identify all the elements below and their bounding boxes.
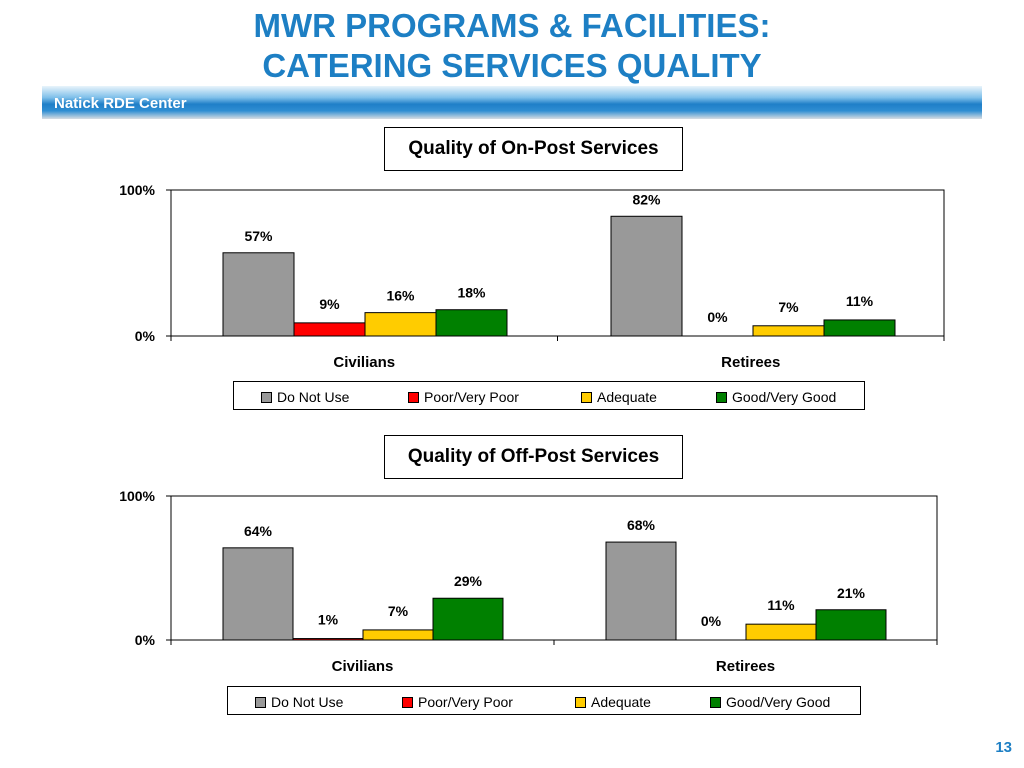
legend-item-poor: Poor/Very Poor xyxy=(408,389,519,405)
category-label: Retirees xyxy=(721,354,780,371)
banner-text: Natick RDE Center xyxy=(54,95,187,112)
bar-value-label: 82% xyxy=(632,191,661,207)
legend-item-adequate: Adequate xyxy=(575,694,651,710)
bar-value-label: 57% xyxy=(244,228,273,244)
bar-good xyxy=(435,309,508,337)
bar-value-label: 0% xyxy=(701,613,722,629)
y-tick-label: 0% xyxy=(135,328,156,344)
legend-label: Adequate xyxy=(597,389,657,405)
legend-swatch-adequate xyxy=(575,697,586,708)
bar-value-label: 68% xyxy=(627,517,656,533)
legend-swatch-do-not-use xyxy=(255,697,266,708)
bar-value-label: 11% xyxy=(767,597,795,613)
legend-item-do-not-use: Do Not Use xyxy=(261,389,349,405)
slide-title-line-1: MWR PROGRAMS & FACILITIES: xyxy=(253,7,771,44)
legend-item-adequate: Adequate xyxy=(581,389,657,405)
legend-label: Poor/Very Poor xyxy=(424,389,519,405)
bar-do-not-use xyxy=(605,541,677,641)
bar-value-label: 11% xyxy=(846,293,874,309)
bar-value-label: 7% xyxy=(388,603,409,619)
legend-item-good: Good/Very Good xyxy=(710,694,830,710)
bar-do-not-use xyxy=(222,547,294,641)
slide-title-line-2: CATERING SERVICES QUALITY xyxy=(262,47,762,84)
page-number: 13 xyxy=(995,739,1012,756)
legend-label: Do Not Use xyxy=(271,694,344,710)
legend-swatch-good xyxy=(716,392,727,403)
legend-label: Adequate xyxy=(591,694,651,710)
y-tick-label: 100% xyxy=(119,488,155,504)
category-label: Retirees xyxy=(716,658,775,675)
legend-item-poor: Poor/Very Poor xyxy=(402,694,513,710)
bar-value-label: 7% xyxy=(778,299,799,315)
legend-label: Poor/Very Poor xyxy=(418,694,513,710)
y-tick-label: 0% xyxy=(135,632,156,648)
bar-value-label: 18% xyxy=(457,285,486,301)
legend-swatch-do-not-use xyxy=(261,392,272,403)
chart-title-on-post: Quality of On-Post Services xyxy=(384,127,683,171)
legend-on-post: Do Not Use Poor/Very Poor Adequate Good/… xyxy=(233,381,865,410)
y-tick-label: 100% xyxy=(119,182,155,198)
legend-label: Good/Very Good xyxy=(726,694,831,710)
bar-value-label: 64% xyxy=(244,523,273,539)
bar-value-label: 9% xyxy=(319,296,340,312)
bar-adequate xyxy=(362,629,434,641)
bar-poor xyxy=(292,638,364,641)
bar-adequate xyxy=(745,623,817,641)
bar-value-label: 16% xyxy=(386,288,415,304)
category-label: Civilians xyxy=(333,354,395,371)
bar-do-not-use xyxy=(222,252,295,337)
bar-value-label: 21% xyxy=(837,585,866,601)
legend-swatch-good xyxy=(710,697,721,708)
legend-swatch-poor xyxy=(402,697,413,708)
slide-title: MWR PROGRAMS & FACILITIES: CATERING SERV… xyxy=(0,6,1024,86)
header-banner: Natick RDE Center xyxy=(42,86,982,119)
legend-swatch-poor xyxy=(408,392,419,403)
legend-label: Good/Very Good xyxy=(732,389,837,405)
bar-do-not-use xyxy=(610,215,683,337)
legend-item-good: Good/Very Good xyxy=(716,389,836,405)
legend-item-do-not-use: Do Not Use xyxy=(255,694,343,710)
bar-good xyxy=(432,597,504,641)
bar-good xyxy=(815,609,887,641)
legend-off-post: Do Not Use Poor/Very Poor Adequate Good/… xyxy=(227,686,861,715)
bar-value-label: 29% xyxy=(454,573,483,589)
legend-swatch-adequate xyxy=(581,392,592,403)
chart-title-off-post: Quality of Off-Post Services xyxy=(384,435,683,479)
bar-value-label: 1% xyxy=(318,612,339,628)
category-label: Civilians xyxy=(332,658,394,675)
legend-label: Do Not Use xyxy=(277,389,350,405)
bar-good xyxy=(823,319,896,337)
bar-value-label: 0% xyxy=(707,309,728,325)
